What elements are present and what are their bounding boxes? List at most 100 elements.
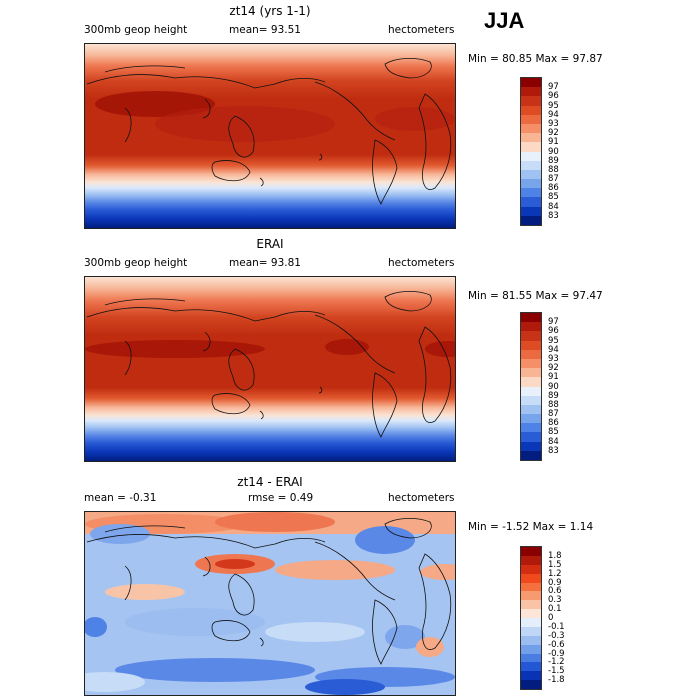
colorbar-swatch (521, 395, 541, 405)
colorbar-tick-label: -1.5 (548, 666, 565, 677)
colorbar-tick-label: 95 (548, 100, 559, 111)
colorbar-tick-label: 84 (548, 201, 559, 212)
colorbar-tick-label: 97 (548, 317, 559, 328)
colorbar-swatch (521, 441, 541, 451)
colorbar-swatch (521, 555, 541, 565)
colorbar-tick-label: 90 (548, 381, 559, 392)
panel1-mean-label: mean= 93.51 (229, 24, 301, 36)
colorbar-swatch (521, 423, 541, 433)
colorbar-swatch (521, 188, 541, 198)
colorbar-tick-label: 93 (548, 353, 559, 364)
colorbar-swatch (521, 662, 541, 672)
colorbar-tick-label: 92 (548, 128, 559, 139)
season-label: JJA (484, 8, 525, 33)
colorbar-swatch (521, 313, 541, 323)
colorbar-swatch (521, 105, 541, 115)
colorbar-swatch (521, 206, 541, 216)
panel1-map (84, 43, 456, 229)
colorbar-tick-label: 90 (548, 146, 559, 157)
colorbar-tick-label: 87 (548, 409, 559, 420)
panel2-minmax-label: Min = 81.55 Max = 97.47 (468, 290, 603, 302)
panel1-colorbar (520, 77, 542, 226)
colorbar-tick-label: 1.8 (548, 550, 562, 561)
colorbar-tick-label: 83 (548, 445, 559, 456)
colorbar-tick-label: 87 (548, 174, 559, 185)
colorbar-swatch (521, 404, 541, 415)
colorbar-tick-label: 93 (548, 118, 559, 129)
colorbar-tick-label: 91 (548, 372, 559, 383)
colorbar-tick-label: 96 (548, 326, 559, 337)
colorbar-swatch (521, 151, 541, 161)
colorbar-tick-label: 94 (548, 109, 559, 120)
colorbar-tick-label: 86 (548, 183, 559, 194)
panel2-map (84, 276, 456, 462)
panel2-units-label: hectometers (388, 257, 455, 269)
panel3-colorbar (520, 546, 542, 690)
colorbar-swatch (521, 609, 541, 618)
panel2-mean-label: mean= 93.81 (229, 257, 301, 269)
colorbar-swatch (521, 96, 541, 106)
colorbar-swatch (521, 618, 541, 627)
colorbar-tick-label: 0.1 (548, 604, 562, 615)
colorbar-swatch (521, 671, 541, 681)
colorbar-tick-label: 1.5 (548, 559, 562, 570)
panel3-mean-label: mean = -0.31 (84, 492, 157, 504)
colorbar-tick-label: 91 (548, 137, 559, 148)
colorbar-tick-label: 92 (548, 363, 559, 374)
colorbar-tick-label: 83 (548, 210, 559, 221)
colorbar-tick-label: 97 (548, 82, 559, 93)
colorbar-swatch (521, 123, 541, 134)
colorbar-swatch (521, 626, 541, 636)
colorbar-swatch (521, 573, 541, 583)
colorbar-tick-label: -1.2 (548, 657, 565, 668)
colorbar-tick-label: 96 (548, 91, 559, 102)
colorbar-swatch (521, 87, 541, 97)
colorbar-tick-label: 88 (548, 399, 559, 410)
colorbar-tick-label: 85 (548, 192, 559, 203)
colorbar-tick-label: 88 (548, 164, 559, 175)
colorbar-swatch (521, 358, 541, 369)
panel2-title: ERAI (256, 237, 284, 251)
colorbar-tick-label: -1.8 (548, 675, 565, 686)
colorbar-tick-label: 89 (548, 390, 559, 401)
colorbar-swatch (521, 653, 541, 663)
panel1-variable-label: 300mb geop height (84, 24, 188, 36)
colorbar-tick-label: -0.6 (548, 639, 565, 650)
colorbar-swatch (521, 78, 541, 88)
colorbar-swatch (521, 450, 541, 460)
colorbar-swatch (521, 331, 541, 341)
colorbar-tick-label: 85 (548, 427, 559, 438)
colorbar-swatch (521, 377, 541, 387)
panel2-variable-label: 300mb geop height (84, 257, 188, 269)
colorbar-swatch (521, 386, 541, 396)
colorbar-swatch (521, 197, 541, 207)
colorbar-swatch (521, 169, 541, 180)
colorbar-swatch (521, 215, 541, 225)
colorbar-swatch (521, 160, 541, 170)
colorbar-swatch (521, 432, 541, 442)
colorbar-swatch (521, 600, 541, 610)
colorbar-tick-label: -0.3 (548, 630, 565, 641)
colorbar-swatch (521, 114, 541, 124)
colorbar-swatch (521, 644, 541, 654)
colorbar-swatch (521, 635, 541, 645)
colorbar-swatch (521, 179, 541, 189)
colorbar-tick-label: -0.1 (548, 621, 565, 632)
colorbar-tick-label: 0.6 (548, 586, 562, 597)
colorbar-tick-label: 95 (548, 335, 559, 346)
colorbar-tick-label: 94 (548, 344, 559, 355)
colorbar-swatch (521, 133, 541, 143)
panel2-colorbar (520, 312, 542, 461)
colorbar-tick-label: 0.9 (548, 577, 562, 588)
colorbar-tick-label: 84 (548, 436, 559, 447)
colorbar-tick-label: 0.3 (548, 595, 562, 606)
panel3-minmax-label: Min = -1.52 Max = 1.14 (468, 521, 594, 533)
colorbar-swatch (521, 547, 541, 556)
colorbar-swatch (521, 368, 541, 378)
colorbar-swatch (521, 582, 541, 592)
panel1-minmax-label: Min = 80.85 Max = 97.87 (468, 53, 603, 65)
panel1-title: zt14 (yrs 1-1) (229, 4, 311, 18)
panel3-title: zt14 - ERAI (237, 475, 303, 489)
colorbar-tick-label: 0 (548, 613, 554, 623)
colorbar-tick-label: 89 (548, 155, 559, 166)
